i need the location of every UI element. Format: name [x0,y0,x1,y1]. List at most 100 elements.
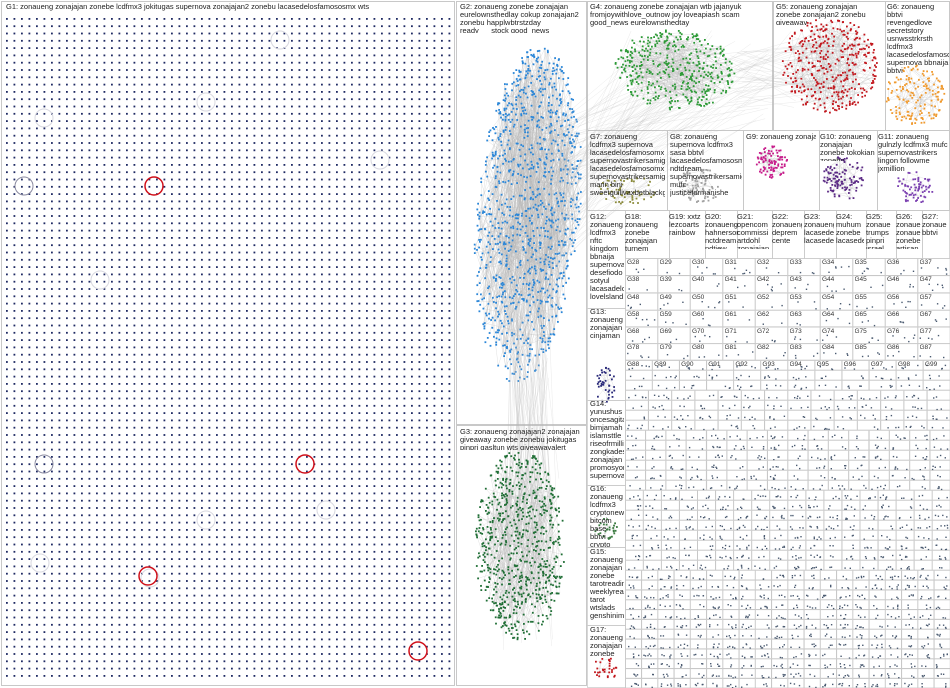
small-group-label: G41 [724,276,737,284]
small-group-label: G85 [854,344,867,352]
small-group-label: G72 [757,327,770,335]
small-group-label: G46 [887,276,900,284]
group-g7-nodes [598,177,656,205]
small-group-label: G99 [924,361,938,368]
small-group-label: G84 [822,344,835,352]
small-group-label: G76 [887,327,900,335]
small-group-label: G55 [854,293,867,301]
group-g3-nodes [475,452,565,641]
group-g9-label: G9: zonaueng zonajajan [746,133,816,141]
group-g9-nodes [755,145,788,179]
small-group-label: G94 [789,361,802,368]
small-group-label: G35 [854,259,867,266]
small-group-label: G90 [681,361,694,368]
small-group-label: G78 [627,344,640,352]
small-group-label: G81 [724,344,737,352]
group-g27-label: G27: zonaue bbtvi [922,213,947,237]
small-group-label: G75 [854,327,867,335]
small-group-label: G62 [757,311,770,318]
small-group-label: G86 [887,344,900,352]
small-group-label: G37 [919,259,932,266]
group-g11-nodes [897,171,934,203]
group-g13-nodes [596,366,616,403]
small-group-label: G58 [627,311,640,318]
group-g5-nodes [781,19,878,114]
group-g18-label: G18: zonaueng zonebe zonajajan turnem [625,213,658,253]
small-group-label: G74 [822,327,835,335]
group-g5-label: G5: zonaueng zonajajan zonebe zonajajan2… [776,3,866,25]
small-group-label: G44 [822,276,835,284]
group-g13-label: G13: zonaueng zonajajan cinjaman [590,308,623,340]
small-group-label: G49 [659,293,672,301]
group-g10-label: G10: zonaueng zonajajan zonebe tokokian … [820,133,875,161]
group-g16-label: G16: zonaueng lcdfmx3 cryptonews bitcoin… [590,485,624,547]
group-g12-label: G12: zonaueng lcdfmx3 nftc kingdom bbnai… [590,213,624,301]
small-group-label: G91 [708,361,721,368]
group-g19-label: G19: xxtz lezcoarts rainbow [669,213,701,237]
small-group-label: G95 [816,361,829,368]
small-group-label: G52 [757,293,770,301]
small-group-label: G83 [789,344,802,352]
group-g10-nodes [822,156,864,200]
small-group-label: G33 [789,259,802,266]
group-g26-label: G26: zonaue zonaue zonebe artisan [896,213,921,249]
small-group-label: G31 [724,259,737,266]
small-group-label: G57 [919,293,932,301]
small-group-label: G34 [822,259,835,266]
small-group-label: G50 [692,293,705,301]
small-group-label: G67 [919,311,932,318]
small-group-label: G53 [789,293,802,301]
small-group-label: G73 [789,327,802,335]
group-g24-label: G24: muhum zonebe lacasede [836,213,864,245]
group-g2-label: G2: zonaueng zonebe zonajajan eurelownst… [460,3,579,33]
small-group-label: G28 [627,259,640,266]
small-group-label: G56 [887,293,900,301]
small-group-label: G43 [789,276,802,284]
small-group-label: G47 [919,276,932,284]
group-g1-label: G1: zonaueng zonajajan zonebe lcdfmx3 jo… [6,3,370,11]
small-group-label: G61 [724,311,737,318]
small-group-label: G51 [724,293,737,301]
small-group-label: G68 [627,327,640,335]
small-group-label: G87 [919,344,932,352]
group-g17-label: G17: zonaueng zonajajan zonebe [590,626,623,656]
group-g4-label: G4: zonaueng zonebe zonajajan wtb jajany… [590,3,742,27]
group-g6-nodes [885,64,946,125]
group-g4-nodes [614,29,736,111]
small-group-label: G66 [887,311,900,318]
group-g2-nodes [473,47,582,382]
group-g14-label: G14: yunushus oncesagita bimjamah islams… [590,400,624,480]
small-group-label: G48 [627,293,640,301]
small-group-label: G96 [843,361,856,368]
group-g1-highlight-rings [14,176,428,661]
small-group-label: G65 [854,311,867,318]
group-g7-label: G7: zonaueng lcdfmx3 supernova lacasedel… [590,133,665,197]
small-group-label: G69 [659,327,672,335]
small-group-label: G54 [822,293,835,301]
small-group-label: G80 [692,344,705,352]
small-group-label: G40 [692,276,705,284]
small-group-label: G42 [757,276,770,284]
small-group-label: G82 [757,344,770,352]
small-group-label: G39 [659,276,672,284]
small-group-label: G79 [659,344,672,352]
small-group-label: G93 [762,361,775,368]
small-group-label: G32 [757,259,770,266]
group-g21-label: G21: opencom commissi artdohl zonajajan [737,213,770,249]
small-group-label: G71 [724,327,737,335]
group-g15-label: G15: zonaueng zonajajan zonebe tarotread… [590,548,624,620]
small-group-label: G70 [692,327,705,335]
small-group-label: G64 [822,311,835,318]
group-g1-nodes [6,18,451,677]
group-g11-label: G11: zonaueng gulnzly lcdfmx3 mufc super… [878,133,948,173]
small-group-label: G59 [659,311,672,318]
small-group-label: G98 [897,361,911,368]
group-g6-label: G6: zonaueng bbtvi revengedlove secretst… [887,3,949,75]
group-g25-label: G25: zonaue trumps pinpri israel lacased [866,213,891,249]
small-group-label: G45 [854,276,867,284]
small-group-label: G38 [627,276,640,284]
small-group-label: G77 [919,327,932,335]
small-group-label: G89 [654,361,667,368]
group-g8-nodes [678,168,719,203]
